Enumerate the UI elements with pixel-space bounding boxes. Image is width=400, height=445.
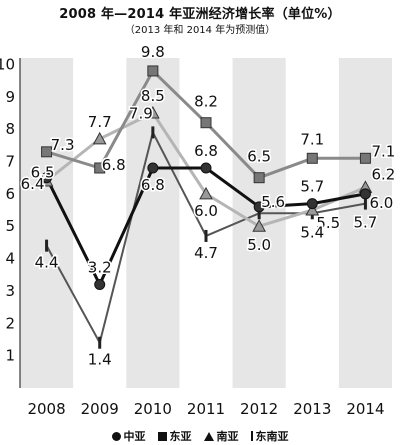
column-stripe xyxy=(338,58,392,388)
data-point-square xyxy=(41,146,53,158)
data-label: 6.5 xyxy=(247,148,271,166)
data-label: 1.4 xyxy=(88,351,112,369)
data-label: 5.7 xyxy=(353,214,377,232)
data-label: 3.2 xyxy=(88,258,112,276)
data-label: 6.8 xyxy=(194,142,218,160)
data-label: 7.7 xyxy=(88,113,112,131)
legend-item-central-asia: 中亚 xyxy=(111,428,146,444)
legend-label-central-asia: 中亚 xyxy=(123,430,146,443)
data-label: 5.4 xyxy=(300,223,324,241)
data-label: 5.0 xyxy=(247,236,271,254)
data-label: 7.3 xyxy=(51,136,75,154)
data-label: 6.2 xyxy=(371,165,395,183)
data-point-triangle xyxy=(252,219,266,232)
x-tick-label: 2008 xyxy=(27,400,65,418)
y-tick-label: 9 xyxy=(5,88,15,106)
x-tick-label: 2011 xyxy=(187,400,225,418)
data-point-bar xyxy=(257,207,261,220)
column-stripe xyxy=(20,58,74,388)
legend-label-south-asia: 南亚 xyxy=(216,430,239,443)
legend-square-icon xyxy=(157,431,167,441)
y-tick-label: 8 xyxy=(5,120,15,138)
data-label: 6.4 xyxy=(21,175,45,193)
data-point-triangle xyxy=(92,131,107,145)
legend-triangle-icon xyxy=(203,431,214,441)
data-point-bar xyxy=(151,126,155,139)
x-tick-label: 2009 xyxy=(81,400,119,418)
data-point-triangle xyxy=(199,186,213,200)
data-point-bar xyxy=(45,239,49,252)
data-point-square xyxy=(306,152,318,164)
y-tick-label: 5 xyxy=(5,217,15,235)
data-label: 5.6 xyxy=(261,193,285,211)
y-tick-label: 2 xyxy=(5,314,15,332)
data-point-bar xyxy=(98,336,102,349)
data-label: 6.5 xyxy=(31,164,55,182)
data-point-triangle xyxy=(305,203,320,216)
data-point-triangle xyxy=(146,105,160,119)
legend: 中亚 东亚 南亚 东南亚 xyxy=(0,428,400,444)
chart-title: 2008 年—2014 年亚洲经济增长率（单位%） xyxy=(59,7,341,22)
data-label: 7.9 xyxy=(129,104,153,122)
legend-item-east-asia: 东亚 xyxy=(157,428,192,444)
y-tick-label: 7 xyxy=(5,153,15,171)
chart-subtitle: （2013 年和 2014 年为预测值） xyxy=(124,25,276,36)
data-point-circle xyxy=(306,198,318,210)
legend-label-east-asia: 东亚 xyxy=(169,430,192,443)
data-label: 5.5 xyxy=(316,214,340,232)
data-label: 7.1 xyxy=(371,142,395,160)
x-tick-label: 2013 xyxy=(293,400,331,418)
data-label: 8.2 xyxy=(194,93,218,111)
data-point-bar xyxy=(204,229,208,242)
x-tick-label: 2014 xyxy=(346,400,384,418)
x-tick-label: 2012 xyxy=(240,400,278,418)
data-point-circle xyxy=(94,278,106,290)
data-label: 4.7 xyxy=(194,244,218,262)
data-point-circle xyxy=(200,162,212,174)
legend-bar-icon xyxy=(250,431,253,441)
legend-circle-icon xyxy=(111,431,121,441)
y-tick-label: 6 xyxy=(5,185,15,203)
data-label: 6.0 xyxy=(369,194,393,212)
legend-item-southeast-asia: 东南亚 xyxy=(250,428,289,444)
data-point-square xyxy=(147,65,159,77)
data-label: 5.7 xyxy=(300,178,324,196)
data-label: 6.8 xyxy=(102,156,126,174)
data-label: 9.8 xyxy=(141,43,165,61)
data-label: 4.4 xyxy=(35,254,59,272)
data-label: 6.8 xyxy=(141,176,165,194)
data-point-square xyxy=(253,172,265,184)
data-point-bar xyxy=(363,197,367,210)
data-point-circle xyxy=(253,201,265,213)
x-tick-label: 2010 xyxy=(134,400,172,418)
y-tick-label: 3 xyxy=(5,282,15,300)
data-point-square xyxy=(200,117,212,129)
data-label: 6.0 xyxy=(194,202,218,220)
data-point-circle xyxy=(147,162,159,174)
y-tick-label: 4 xyxy=(5,250,15,268)
y-tick-label: 10 xyxy=(0,55,15,73)
data-point-square xyxy=(94,162,106,174)
data-point-square xyxy=(359,152,371,164)
data-point-circle xyxy=(41,172,53,184)
data-label: 7.1 xyxy=(300,130,324,148)
legend-item-south-asia: 南亚 xyxy=(203,428,239,444)
legend-label-southeast-asia: 东南亚 xyxy=(255,430,289,443)
data-point-circle xyxy=(359,188,371,200)
y-tick-label: 1 xyxy=(5,347,15,365)
data-label: 8.5 xyxy=(141,87,165,105)
